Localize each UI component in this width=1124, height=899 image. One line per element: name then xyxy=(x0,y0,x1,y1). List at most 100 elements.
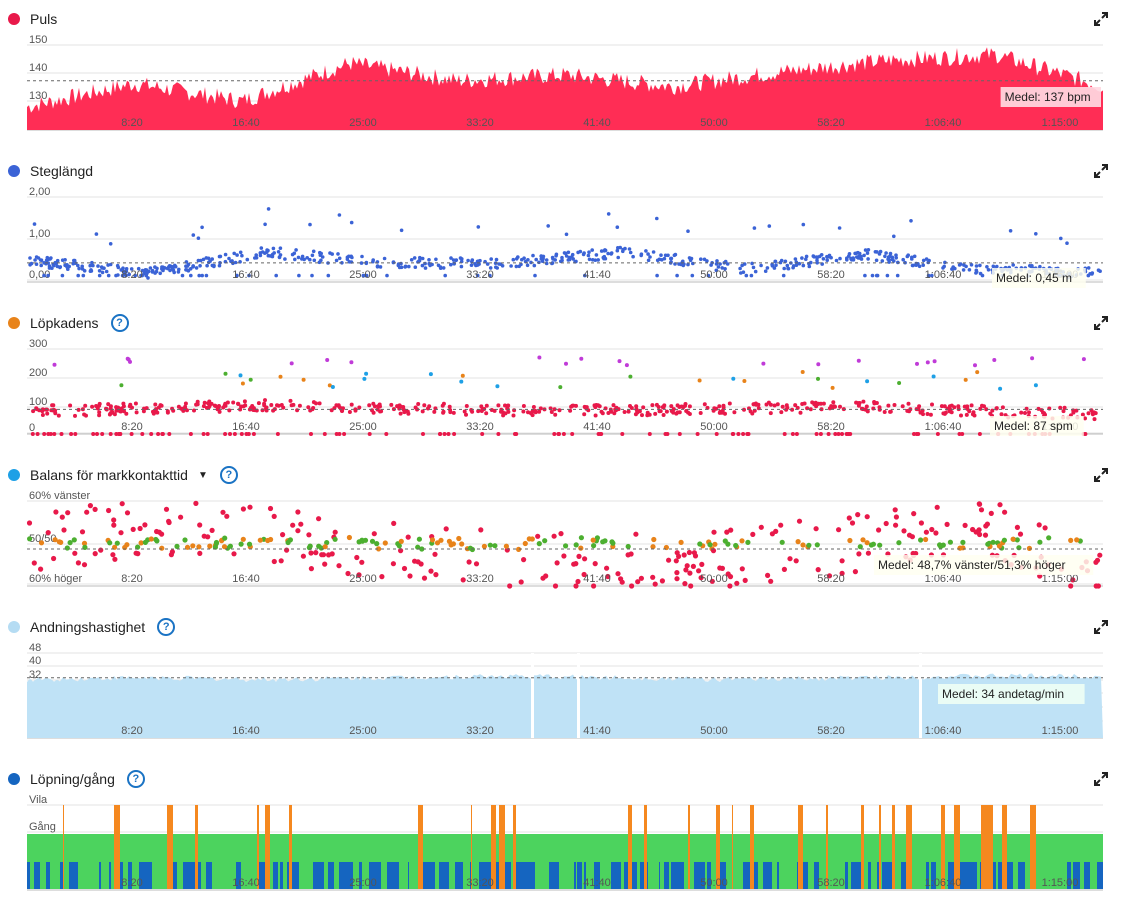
data-point xyxy=(618,245,622,250)
data-point xyxy=(601,255,606,260)
series-dot-icon xyxy=(8,469,20,481)
data-point xyxy=(136,266,141,271)
data-point xyxy=(56,413,61,418)
data-point xyxy=(46,273,50,278)
data-point xyxy=(254,253,258,257)
data-point xyxy=(428,372,433,377)
data-point xyxy=(839,570,845,576)
dropdown-caret-icon[interactable]: ▼ xyxy=(197,469,208,481)
x-tick-label: 50:00 xyxy=(700,725,728,737)
data-point xyxy=(121,401,126,406)
data-point xyxy=(1042,411,1047,416)
data-point xyxy=(883,254,887,259)
data-point xyxy=(790,407,795,412)
data-point xyxy=(97,413,102,418)
help-icon[interactable]: ? xyxy=(219,466,238,484)
data-point xyxy=(308,222,312,227)
state-bar-gang xyxy=(678,834,684,862)
state-bar-gang xyxy=(446,834,449,862)
state-bar-lopning xyxy=(998,862,1002,889)
expand-icon[interactable] xyxy=(1094,468,1108,482)
data-point xyxy=(232,251,236,256)
expand-icon[interactable] xyxy=(1094,164,1108,178)
help-icon[interactable]: ? xyxy=(126,770,145,788)
help-icon[interactable]: ? xyxy=(110,314,129,332)
state-bar-lopning xyxy=(348,862,353,889)
state-bar-lopning xyxy=(173,862,177,889)
state-bar-gang xyxy=(640,834,644,862)
data-point xyxy=(724,529,730,535)
x-tick-label: 33:20 xyxy=(466,877,494,889)
data-point xyxy=(929,526,935,533)
data-point xyxy=(148,536,154,542)
x-tick-label: 41:40 xyxy=(583,421,611,433)
state-bar-lopning xyxy=(960,862,963,889)
data-point xyxy=(816,376,820,381)
data-point xyxy=(815,261,819,265)
state-bar-gang xyxy=(960,834,963,862)
data-point xyxy=(294,248,298,252)
expand-icon[interactable] xyxy=(1094,772,1108,786)
state-bar-gang xyxy=(887,834,892,862)
data-point xyxy=(1023,411,1027,415)
data-point xyxy=(127,404,132,409)
state-bar-gang xyxy=(334,834,339,889)
state-bar-gang xyxy=(299,834,302,889)
data-point xyxy=(221,544,228,550)
data-point xyxy=(466,258,470,263)
data-point xyxy=(240,536,246,542)
data-point xyxy=(699,257,703,261)
data-point xyxy=(836,432,841,436)
panel-lopkadens: Löpkadens ? 300 200 100 0 8:20 16:40 25:00 33:2… xyxy=(0,312,1124,447)
data-point xyxy=(209,527,215,533)
data-point xyxy=(240,506,246,512)
data-point xyxy=(874,273,879,278)
data-point xyxy=(1010,536,1016,542)
data-point xyxy=(840,432,844,436)
expand-icon[interactable] xyxy=(1094,12,1108,26)
data-point xyxy=(107,540,113,546)
data-point xyxy=(476,225,481,229)
state-bar-gang xyxy=(488,834,491,862)
data-point xyxy=(1081,357,1086,362)
data-point xyxy=(768,411,773,416)
data-point xyxy=(633,531,639,537)
data-point xyxy=(372,404,377,409)
data-point xyxy=(717,404,722,409)
data-point xyxy=(92,551,98,557)
data-point xyxy=(740,263,744,268)
data-point xyxy=(951,266,955,271)
data-point xyxy=(742,379,747,383)
state-bar-lopning xyxy=(313,862,318,889)
data-point xyxy=(165,410,170,415)
state-bar-vila xyxy=(981,805,987,889)
expand-icon[interactable] xyxy=(1094,620,1108,634)
x-tick-label: 1:06:40 xyxy=(925,573,962,585)
data-point xyxy=(311,249,316,254)
data-point xyxy=(412,558,418,564)
state-bar-gang xyxy=(837,834,840,889)
data-point xyxy=(337,256,342,261)
data-point xyxy=(745,432,750,436)
data-point xyxy=(407,573,413,579)
data-point xyxy=(839,558,845,564)
data-point xyxy=(882,410,887,414)
data-point xyxy=(51,262,55,267)
data-point xyxy=(174,543,180,549)
state-bar-lopning xyxy=(518,862,524,889)
data-point xyxy=(149,432,154,436)
data-point xyxy=(691,550,698,556)
data-point xyxy=(773,259,778,264)
data-point xyxy=(1042,525,1048,531)
data-point xyxy=(481,543,487,549)
expand-icon[interactable] xyxy=(1094,316,1108,330)
data-point xyxy=(856,551,862,557)
panel-lopning-gang: Löpning/gång ? VilaGångLöpning8:2016:402… xyxy=(0,768,1124,899)
state-bar-gang xyxy=(382,834,387,889)
data-point xyxy=(533,408,538,413)
data-point xyxy=(772,266,777,270)
data-point xyxy=(511,413,516,418)
help-icon[interactable]: ? xyxy=(157,618,176,636)
state-bar-gang xyxy=(183,834,186,862)
data-point xyxy=(622,410,627,414)
